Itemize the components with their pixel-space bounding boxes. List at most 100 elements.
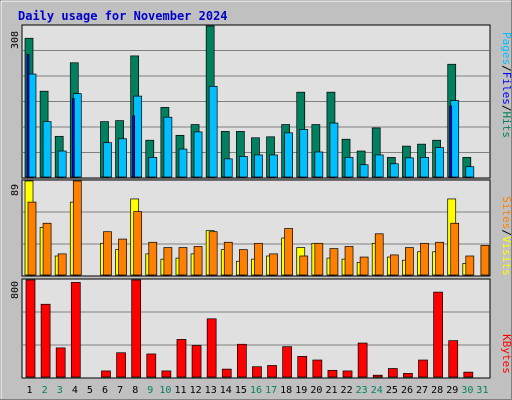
- x-tick-day-15: 15: [235, 385, 247, 396]
- bar-kbytes-day-4: [70, 282, 81, 378]
- bar-files-day-23: [359, 164, 369, 178]
- bar-files-day-13: [208, 85, 218, 178]
- bar-sites-day-27: [420, 242, 429, 276]
- x-tick-day-20: 20: [310, 385, 322, 396]
- x-tick-day-27: 27: [416, 385, 428, 396]
- x-tick-day-10: 10: [159, 385, 171, 396]
- x-tick-day-14: 14: [220, 385, 232, 396]
- panel-kbytes: [21, 278, 491, 379]
- bar-files-day-14: [223, 158, 233, 178]
- bar-files-day-3: [57, 150, 67, 178]
- ymax-label-kbytes: 800: [10, 281, 21, 299]
- bar-kbytes-day-15: [237, 343, 247, 378]
- bar-files-day-16: [254, 154, 263, 178]
- bar-sites-day-11: [178, 247, 188, 276]
- bar-sites-day-25: [389, 254, 399, 276]
- bar-files-day-24: [374, 154, 384, 178]
- bar-kbytes-day-12: [191, 345, 202, 378]
- bar-files-day-2: [42, 121, 52, 178]
- bar-kbytes-day-21: [327, 369, 338, 378]
- bar-kbytes-day-11: [176, 339, 187, 378]
- bar-sites-day-15: [239, 249, 248, 276]
- x-tick-day-5: 5: [87, 385, 93, 396]
- side-label-hits-files-pages: Pages/Files/Hits: [500, 32, 512, 138]
- bar-files-day-7: [118, 138, 127, 178]
- bar-sites-day-7: [118, 238, 127, 276]
- bar-sites-day-13: [208, 231, 218, 276]
- bar-sites-day-2: [42, 222, 52, 276]
- bar-sites-day-30: [465, 255, 475, 276]
- bar-sites-day-9: [148, 241, 158, 276]
- bar-kbytes-day-22: [342, 370, 353, 378]
- bar-kbytes-day-29: [448, 340, 459, 378]
- bar-sites-day-17: [269, 253, 278, 276]
- bar-sites-day-26: [405, 247, 414, 276]
- side-label-visits-sites: Sites/Visits: [500, 196, 512, 276]
- bar-sites-day-6: [103, 231, 112, 276]
- bar-sites-day-21: [329, 248, 339, 276]
- bar-kbytes-day-19: [297, 356, 308, 378]
- bar-sites-day-18: [284, 228, 293, 276]
- bar-sites-day-22: [344, 246, 354, 276]
- bars: [24, 25, 490, 378]
- bar-files-day-12: [193, 131, 203, 178]
- bar-sites-day-16: [254, 242, 263, 276]
- x-tick-day-30: 30: [461, 385, 473, 396]
- bar-files-day-20: [314, 151, 324, 178]
- side-label-hits: Hits: [500, 112, 512, 139]
- x-tick-day-19: 19: [295, 385, 307, 396]
- side-label-visits: Visits: [500, 236, 512, 276]
- side-label-sites: Sites: [500, 196, 512, 229]
- bar-pages-day-8: [132, 115, 136, 178]
- x-tick-day-13: 13: [205, 385, 217, 396]
- x-tick-day-1: 1: [27, 385, 33, 396]
- bar-files-day-11: [178, 148, 188, 178]
- bar-files-day-6: [103, 142, 112, 178]
- ymax-label-visits: 89: [10, 184, 21, 196]
- bar-kbytes-day-20: [312, 359, 323, 378]
- bar-files-day-28: [435, 147, 444, 178]
- bar-kbytes-day-16: [252, 366, 262, 378]
- bar-pages-day-4: [71, 98, 75, 178]
- bar-kbytes-day-10: [161, 370, 172, 378]
- x-tick-day-29: 29: [446, 385, 458, 396]
- bar-kbytes-day-7: [116, 352, 126, 378]
- bar-sites-day-28: [435, 241, 444, 276]
- x-tick-day-31: 31: [476, 385, 488, 396]
- bar-files-day-15: [239, 156, 248, 178]
- bar-kbytes-day-18: [282, 346, 292, 378]
- bar-files-day-9: [148, 157, 158, 178]
- x-tick-day-3: 3: [57, 385, 63, 396]
- bar-sites-day-4: [72, 180, 82, 276]
- bar-sites-day-12: [193, 246, 203, 276]
- x-tick-day-23: 23: [356, 385, 368, 396]
- x-tick-day-2: 2: [42, 385, 48, 396]
- x-tick-day-28: 28: [431, 385, 443, 396]
- x-tick-day-21: 21: [325, 385, 337, 396]
- bar-pages-day-29: [449, 105, 453, 178]
- x-tick-day-9: 9: [147, 385, 153, 396]
- bar-sites-day-3: [57, 253, 67, 276]
- bar-files-day-17: [269, 154, 278, 178]
- bar-kbytes-day-30: [463, 371, 474, 378]
- bar-files-day-30: [465, 166, 475, 178]
- bar-sites-day-10: [163, 247, 173, 276]
- bar-kbytes-day-2: [40, 303, 51, 378]
- bar-kbytes-day-27: [418, 359, 428, 378]
- x-tick-day-17: 17: [265, 385, 277, 396]
- bar-kbytes-day-3: [55, 347, 66, 378]
- x-tick-day-6: 6: [102, 385, 108, 396]
- x-tick-day-12: 12: [190, 385, 202, 396]
- bar-pages-day-1: [26, 54, 30, 178]
- bar-kbytes-day-28: [433, 291, 443, 378]
- x-tick-day-11: 11: [174, 385, 186, 396]
- side-label-kbytes: KBytes: [500, 334, 512, 374]
- bar-sites-day-14: [223, 241, 233, 276]
- bar-files-day-21: [329, 122, 339, 178]
- bar-kbytes-day-1: [25, 279, 36, 378]
- bar-files-day-26: [405, 157, 414, 178]
- x-tick-day-7: 7: [117, 385, 123, 396]
- bar-kbytes-day-23: [357, 342, 368, 378]
- bar-sites-day-8: [133, 211, 143, 276]
